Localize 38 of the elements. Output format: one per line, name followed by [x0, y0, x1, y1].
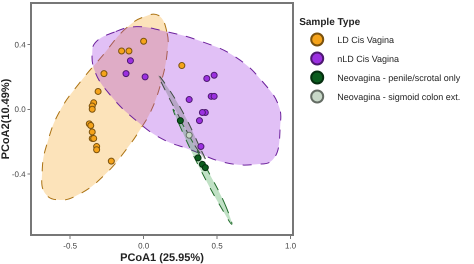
point: [197, 143, 204, 150]
legend-title: Sample Type: [299, 17, 361, 28]
y-tick-label: 0.4: [14, 40, 26, 50]
point: [118, 47, 126, 54]
legend-label: Neovagina - penile/scrotal only: [337, 73, 461, 84]
legend-label: nLD Cis Vagina: [337, 54, 400, 64]
point: [126, 57, 134, 64]
legend-label: Neovagina - sigmoid colon ext.: [337, 92, 460, 102]
point: [186, 132, 193, 139]
point: [122, 70, 130, 78]
y-axis-title: PCoA2(10.49%): [0, 78, 12, 160]
y-tick-label: 0.0: [14, 105, 26, 114]
point: [88, 106, 96, 113]
point: [125, 47, 132, 54]
point: [108, 158, 115, 165]
point: [210, 92, 218, 100]
y-tick-label: -0.4: [12, 170, 26, 179]
point: [140, 38, 148, 45]
point: [176, 117, 184, 124]
point: [178, 62, 186, 70]
point: [194, 154, 202, 162]
point: [196, 117, 203, 124]
point: [100, 70, 108, 78]
point: [202, 164, 209, 172]
x-tick-label: 1.0: [284, 241, 297, 250]
x-tick-label: 0.0: [138, 241, 150, 250]
x-axis-title: PCoA1 (25.95%): [120, 252, 204, 264]
point: [186, 96, 193, 104]
point: [210, 72, 218, 79]
point: [94, 88, 102, 95]
point: [203, 75, 210, 82]
point: [142, 73, 149, 80]
point: [198, 109, 206, 116]
point: [88, 128, 96, 136]
legend-label: LD Cis Vagina: [337, 35, 394, 46]
x-tick-label: -0.5: [63, 241, 78, 250]
point: [93, 146, 100, 154]
x-tick-label: 0.5: [212, 241, 224, 250]
